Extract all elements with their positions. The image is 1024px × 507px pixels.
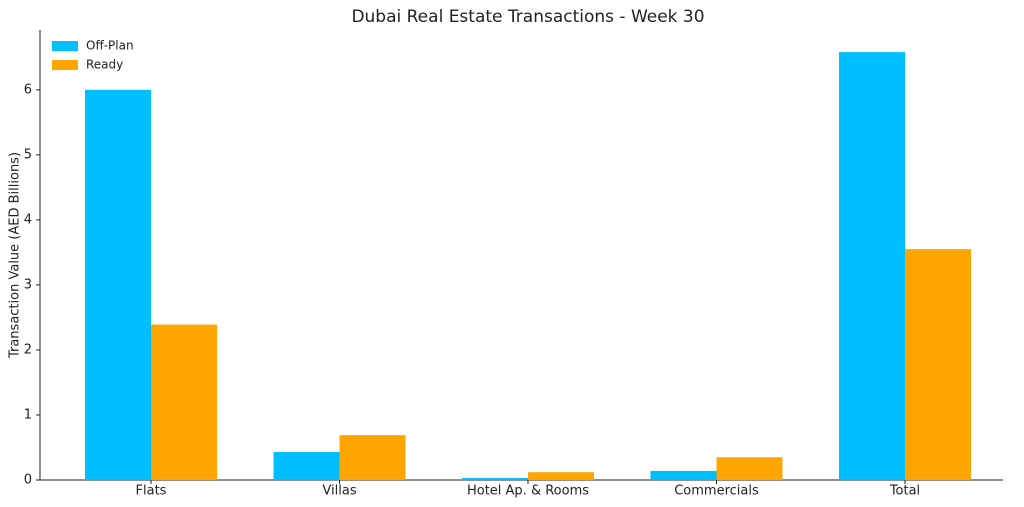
bar — [462, 478, 528, 480]
chart-title: Dubai Real Estate Transactions - Week 30 — [351, 7, 704, 27]
legend-swatch — [52, 41, 78, 51]
bar — [85, 89, 151, 480]
x-tick-label: Villas — [322, 484, 356, 499]
y-tick-label: 2 — [24, 342, 32, 357]
bar — [839, 52, 905, 480]
bar — [905, 249, 971, 480]
y-tick-label: 1 — [24, 407, 32, 422]
bar — [151, 324, 217, 480]
legend-swatch — [52, 60, 78, 70]
legend-label: Ready — [86, 58, 123, 72]
y-tick-label: 6 — [24, 82, 32, 97]
bar — [528, 472, 594, 480]
x-tick-label: Hotel Ap. & Rooms — [467, 484, 589, 499]
x-tick-label: Commercials — [674, 484, 759, 499]
bar — [339, 435, 406, 480]
y-tick-label: 3 — [24, 277, 32, 292]
y-axis-label: Transaction Value (AED Billions) — [8, 152, 23, 359]
y-tick-label: 4 — [24, 212, 32, 227]
bar — [650, 470, 717, 480]
y-tick-label: 5 — [24, 147, 32, 162]
legend-label: Off-Plan — [86, 39, 134, 53]
bar — [273, 452, 340, 480]
x-tick-label: Total — [889, 484, 920, 499]
bar — [716, 457, 783, 480]
x-tick-label: Flats — [136, 484, 167, 499]
y-tick-label: 0 — [24, 473, 32, 488]
